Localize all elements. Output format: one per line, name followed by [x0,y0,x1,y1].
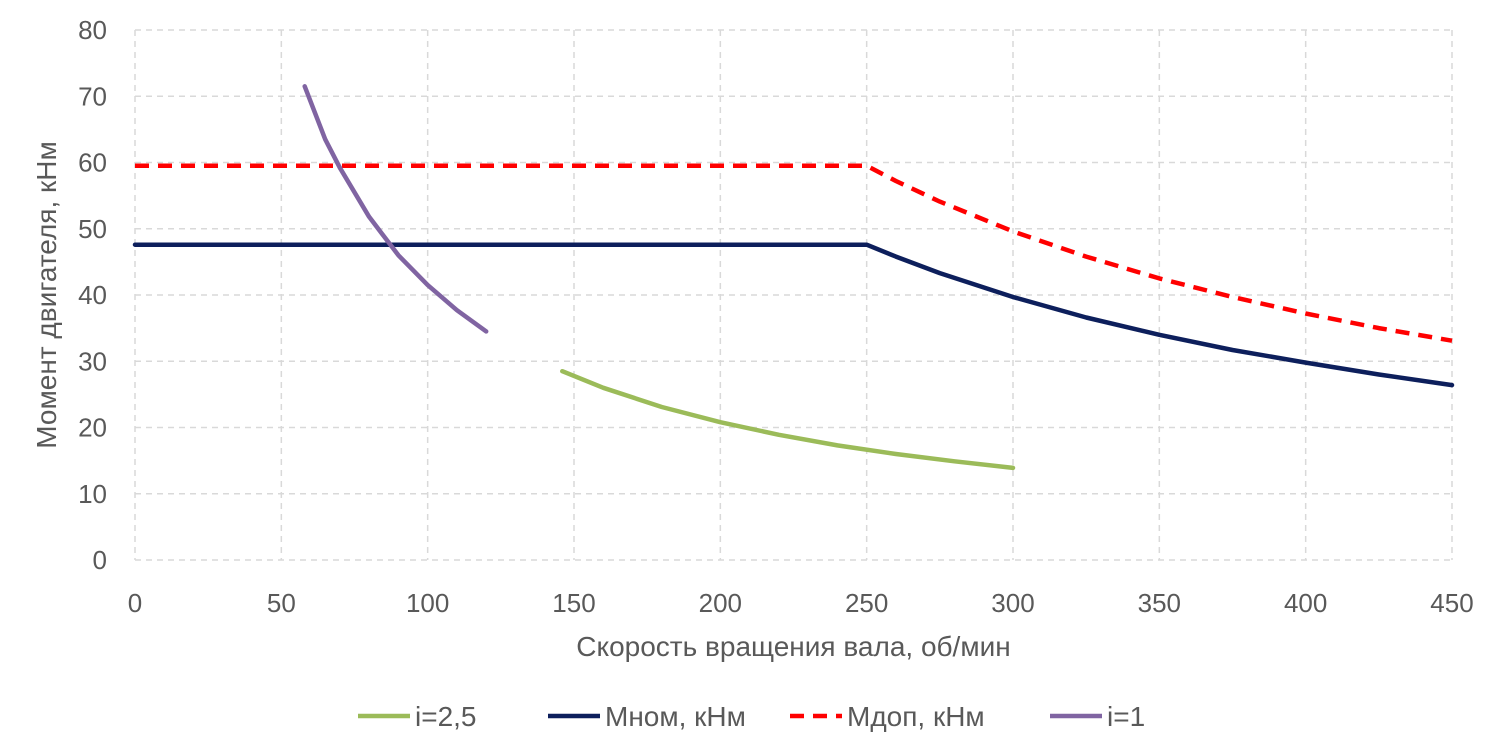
grid [134,29,1453,561]
x-tick-label-5: 250 [845,588,888,618]
y-tick-label-0: 0 [93,545,107,575]
y-tick-label-4: 40 [78,280,107,310]
x-tick-label-0: 0 [128,588,142,618]
series-line-2 [135,163,1453,343]
legend-label-0: i=2,5 [415,701,477,732]
x-tick-label-4: 200 [699,588,742,618]
x-tick-label-1: 50 [267,588,296,618]
legend-label-2: Мдоп, кНм [847,701,985,732]
legend: i=2,5 Мном, кНм Мдоп, кНм i=1 [358,701,1145,732]
series-line-0 [560,368,1016,471]
y-tick-label-5: 50 [78,214,107,244]
y-tick-label-7: 70 [78,81,107,111]
x-tick-label-8: 400 [1284,588,1327,618]
y-tick-label-1: 10 [78,479,107,509]
x-tick-label-3: 150 [552,588,595,618]
series-line-3 [302,84,489,334]
x-tick-label-6: 300 [991,588,1034,618]
series-line-1 [132,242,1455,388]
legend-label-1: Мном, кНм [605,701,746,732]
y-tick-label-6: 60 [78,148,107,178]
x-axis-ticks: 0 50 100 150 200 250 300 350 400 450 [128,588,1474,618]
x-tick-label-7: 350 [1138,588,1181,618]
x-tick-label-2: 100 [406,588,449,618]
y-tick-label-2: 20 [78,413,107,443]
x-axis-title: Скорость вращения вала, об/мин [576,631,1010,662]
x-tick-label-9: 450 [1430,588,1473,618]
y-axis-title: Момент двигателя, кНм [31,141,62,448]
legend-label-3: i=1 [1107,701,1145,732]
y-tick-label-8: 80 [78,15,107,45]
plot-series [132,84,1455,471]
y-tick-label-3: 30 [78,346,107,376]
y-axis-ticks: 0 10 20 30 40 50 60 70 80 [78,15,107,575]
